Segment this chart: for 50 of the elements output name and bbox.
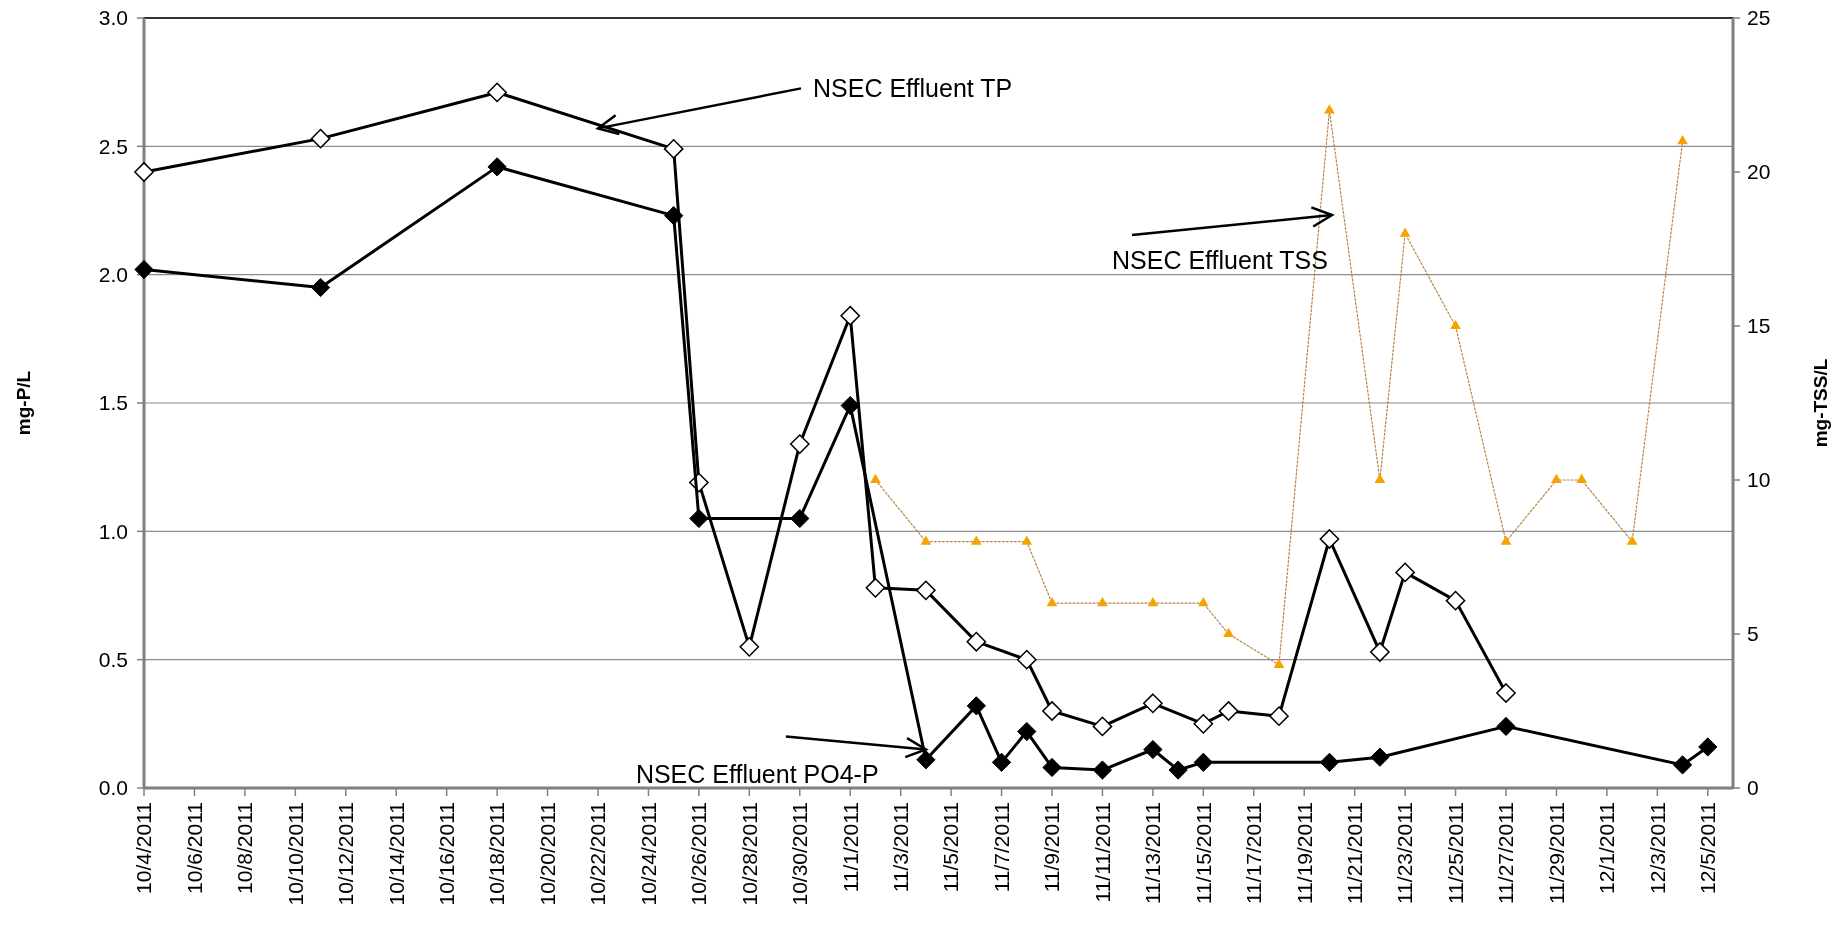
x-tick-label: 10/30/2011 — [788, 802, 812, 906]
x-tick-label: 11/25/2011 — [1443, 802, 1467, 904]
x-tick-label: 10/22/2011 — [586, 802, 610, 906]
x-tick-label: 11/17/2011 — [1242, 802, 1266, 904]
y-tick-label: 2.0 — [98, 263, 128, 287]
x-tick-label: 11/27/2011 — [1494, 802, 1518, 904]
y-tick-label: 2.5 — [98, 134, 128, 158]
x-tick-label: 10/12/2011 — [334, 802, 358, 906]
y-axis-title: mg-P/L — [13, 370, 34, 436]
x-tick-label: 11/23/2011 — [1393, 802, 1417, 904]
annotation: NSEC Effluent PO4-P — [635, 760, 879, 789]
x-tick-label: 10/4/2011 — [132, 802, 156, 894]
x-tick-label: 11/5/2011 — [939, 802, 963, 893]
x-tick-label: 12/5/2011 — [1696, 802, 1720, 894]
x-tick-label: 11/9/2011 — [1040, 802, 1064, 893]
x-tick-label: 11/19/2011 — [1292, 802, 1316, 904]
annotation: NSEC Effluent TSS — [1112, 245, 1328, 274]
x-tick-label: 10/8/2011 — [233, 802, 257, 894]
x-tick-label: 10/24/2011 — [636, 802, 660, 906]
y-tick-label: 0.5 — [98, 648, 128, 672]
x-tick-label: 10/14/2011 — [384, 802, 408, 906]
x-tick-label: 11/3/2011 — [889, 802, 913, 893]
x-tick-label: 11/11/2011 — [1090, 802, 1114, 903]
annotation: NSEC Effluent TP — [813, 74, 1013, 103]
x-tick-label: 10/6/2011 — [182, 802, 206, 894]
y2-tick-label: 20 — [1747, 160, 1771, 184]
x-tick-label: 12/1/2011 — [1595, 802, 1619, 894]
y2-tick-label: 25 — [1747, 6, 1771, 30]
x-tick-label: 11/15/2011 — [1191, 802, 1215, 904]
y2-tick-label: 15 — [1747, 314, 1771, 338]
y-tick-label: 3.0 — [98, 6, 128, 30]
y-tick-label: 1.5 — [98, 391, 128, 415]
x-tick-label: 11/13/2011 — [1141, 802, 1165, 904]
y-tick-label: 0.0 — [98, 776, 128, 800]
x-tick-label: 12/3/2011 — [1645, 802, 1669, 894]
y2-tick-label: 10 — [1747, 468, 1771, 492]
x-tick-label: 10/10/2011 — [283, 802, 307, 906]
y-tick-label: 1.0 — [98, 519, 128, 543]
x-tick-label: 10/26/2011 — [687, 802, 711, 906]
x-tick-label: 10/28/2011 — [737, 802, 761, 906]
x-tick-label: 11/7/2011 — [989, 802, 1013, 893]
x-tick-label: 10/18/2011 — [485, 802, 509, 906]
x-tick-label: 10/20/2011 — [535, 802, 559, 906]
y2-tick-label: 0 — [1747, 776, 1759, 800]
x-tick-label: 11/1/2011 — [838, 802, 862, 893]
x-tick-label: 11/21/2011 — [1343, 802, 1367, 904]
x-tick-label: 11/29/2011 — [1544, 802, 1568, 904]
y2-axis-title: mg-TSS/L — [1810, 358, 1831, 448]
x-tick-label: 10/16/2011 — [435, 802, 459, 906]
y2-tick-label: 5 — [1747, 622, 1759, 646]
